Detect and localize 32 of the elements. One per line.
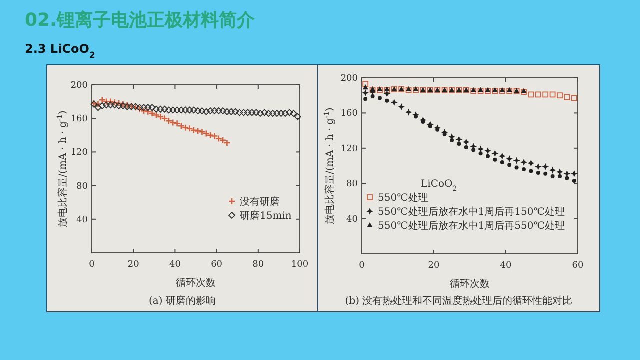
x-tick-label: 100	[291, 260, 309, 270]
x-tick-label: 80	[252, 260, 264, 270]
legend-label: 550℃处理后放在水中1周后再150℃处理	[378, 206, 565, 218]
x-tick-label: 0	[89, 260, 96, 270]
x-tick-label: 20	[128, 260, 140, 270]
x-axis-title: 循环次数	[450, 279, 490, 290]
x-axis-title: 循环次数	[176, 278, 216, 289]
y-tick-label: 40	[76, 215, 88, 226]
y-tick-label: 80	[346, 180, 358, 190]
legend-title: LiCoO$_{2}$	[421, 179, 458, 193]
y-tick-label: 160	[340, 109, 358, 120]
x-tick-label: 20	[428, 261, 440, 271]
x-tick-label: 40	[500, 261, 512, 271]
y-tick-label: 80	[76, 182, 88, 192]
x-tick-label: 60	[211, 260, 223, 270]
y-tick-label: 160	[70, 114, 88, 125]
text: 02.锂离子电池正极材料简介	[25, 10, 256, 31]
x-tick-label: 0	[359, 261, 366, 271]
legend-label: 550℃处理	[378, 192, 428, 204]
text: (b) 没有热处理和不同温度热处理后的循环性能对比	[345, 295, 573, 307]
y-tick-label: 40	[346, 214, 358, 225]
y-tick-label: 200	[340, 74, 358, 84]
legend-label: 研磨15min	[240, 210, 292, 222]
legend-label: 没有研磨	[240, 196, 280, 208]
text: 2.3 LiCoO$_{2}$	[25, 42, 96, 60]
y-tick-label: 200	[70, 81, 88, 91]
legend-label: 550℃处理后放在水中1周后再550℃处理	[378, 220, 565, 232]
x-tick-label: 60	[572, 261, 584, 271]
y-tick-label: 120	[70, 148, 88, 158]
y-tick-label: 120	[340, 144, 358, 154]
text: (a) 研磨的影响	[149, 295, 216, 307]
x-tick-label: 40	[169, 260, 182, 270]
